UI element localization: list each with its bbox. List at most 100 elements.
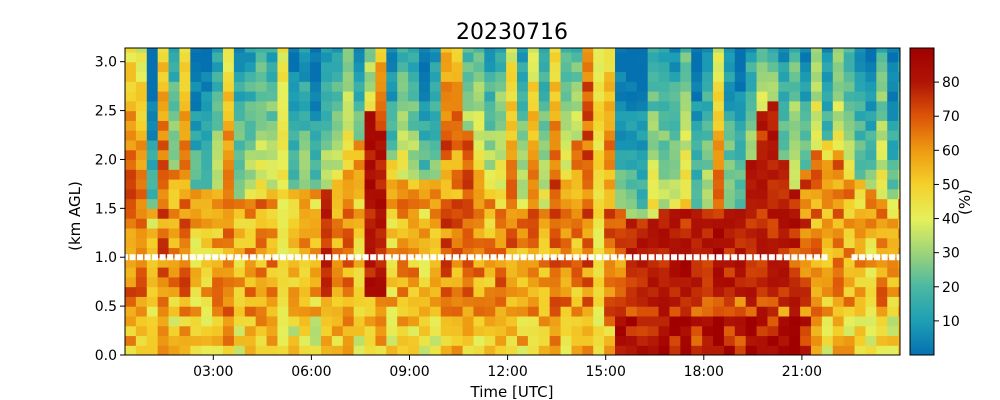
heatmap-cell — [397, 237, 409, 249]
heatmap-cell — [473, 227, 485, 239]
heatmap-cell — [321, 276, 333, 288]
heatmap-cell — [811, 227, 823, 239]
heatmap-cell — [364, 100, 377, 112]
heatmap-cell — [125, 91, 137, 102]
heatmap-cell — [408, 71, 420, 82]
heatmap-cell — [593, 188, 605, 200]
heatmap-cell — [484, 208, 496, 219]
heatmap-cell — [723, 325, 736, 337]
heatmap-cell — [440, 149, 453, 161]
heatmap-cell — [157, 267, 170, 278]
heatmap-cell — [223, 296, 235, 307]
heatmap-cell — [364, 179, 377, 190]
heatmap-cell — [190, 237, 202, 249]
heatmap-cell — [702, 306, 714, 317]
heatmap-cell — [636, 188, 649, 200]
heatmap-cell — [582, 139, 594, 151]
heatmap-cell — [549, 139, 562, 151]
heatmap-cell — [723, 315, 736, 327]
heatmap-cell — [865, 179, 877, 190]
heatmap-cell — [353, 345, 366, 355]
heatmap-cell — [419, 100, 431, 112]
heatmap-cell — [506, 276, 518, 288]
heatmap-cell — [201, 257, 213, 268]
heatmap-cell — [713, 71, 725, 82]
heatmap-cell — [527, 81, 540, 92]
heatmap-cell — [190, 139, 202, 151]
heatmap-cell — [168, 345, 181, 355]
heatmap-cell — [615, 139, 627, 151]
heatmap-cell — [800, 286, 812, 297]
heatmap-cell — [865, 81, 877, 92]
heatmap-cell — [876, 218, 888, 229]
heatmap-cell — [821, 188, 834, 200]
heatmap-cell — [723, 237, 736, 249]
heatmap-cell — [244, 247, 257, 258]
heatmap-cell — [811, 120, 823, 131]
heatmap-cell — [190, 110, 202, 121]
heatmap-cell — [778, 335, 790, 346]
heatmap-cell — [821, 257, 834, 268]
heatmap-cell — [767, 159, 779, 170]
heatmap-cell — [212, 257, 224, 268]
heatmap-cell — [506, 208, 518, 219]
heatmap-cell — [680, 286, 692, 297]
heatmap-cell — [680, 257, 692, 268]
heatmap-cell — [353, 179, 366, 190]
heatmap-cell — [125, 149, 137, 161]
heatmap-cell — [615, 110, 627, 121]
heatmap-cell — [429, 120, 442, 131]
heatmap-cell — [615, 237, 627, 249]
heatmap-cell — [625, 227, 638, 239]
heatmap-cell — [571, 188, 583, 200]
heatmap-cell — [125, 110, 137, 121]
heatmap-cell — [767, 48, 779, 53]
heatmap-cell — [734, 227, 747, 239]
heatmap-cell — [832, 179, 845, 190]
heatmap-cell — [146, 315, 159, 327]
heatmap-cell — [451, 296, 464, 307]
heatmap-cell — [506, 227, 518, 239]
heatmap-cell — [800, 218, 812, 229]
heatmap-cell — [255, 276, 268, 288]
heatmap-cell — [179, 286, 191, 297]
heatmap-cell — [266, 81, 279, 92]
heatmap-cell — [854, 247, 867, 258]
heatmap-cell — [451, 51, 464, 63]
heatmap-cell — [353, 315, 366, 327]
heatmap-cell — [549, 120, 562, 131]
heatmap-cell — [353, 169, 366, 180]
heatmap-cell — [342, 227, 355, 239]
heatmap-cell — [146, 296, 159, 307]
heatmap-cell — [201, 100, 213, 112]
heatmap-cell — [288, 345, 300, 355]
heatmap-cell — [408, 218, 420, 229]
heatmap-cell — [723, 296, 736, 307]
marker-point — [859, 254, 866, 261]
heatmap-cell — [854, 218, 867, 229]
heatmap-cell — [212, 169, 224, 180]
heatmap-cell — [299, 208, 311, 219]
heatmap-cell — [168, 81, 181, 92]
heatmap-cell — [821, 159, 834, 170]
heatmap-cell — [125, 48, 137, 53]
marker-point — [746, 254, 753, 261]
heatmap-cell — [473, 345, 485, 355]
heatmap-cell — [669, 61, 681, 73]
heatmap-cell — [854, 149, 867, 161]
heatmap-cell — [244, 51, 257, 63]
heatmap-cell — [778, 296, 790, 307]
heatmap-cell — [811, 286, 823, 297]
heatmap-cell — [517, 91, 529, 102]
heatmap-cell — [549, 237, 562, 249]
heatmap-cell — [647, 139, 660, 151]
heatmap-cell — [527, 61, 540, 73]
heatmap-cell — [691, 227, 703, 239]
heatmap-cell — [201, 335, 213, 346]
heatmap-cell — [527, 247, 540, 258]
heatmap-cell — [680, 306, 692, 317]
heatmap-cell — [386, 218, 398, 229]
heatmap-cell — [429, 188, 442, 200]
heatmap-cell — [321, 139, 333, 151]
heatmap-cell — [484, 139, 496, 151]
